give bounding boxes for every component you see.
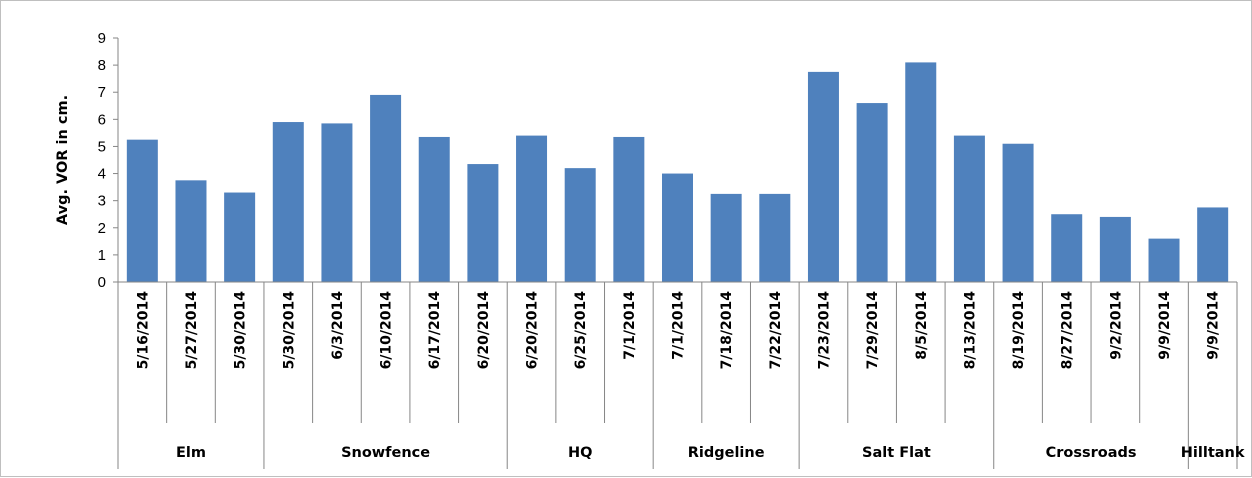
x-category-label: 7/23/2014 xyxy=(816,291,832,370)
bar xyxy=(953,135,985,282)
y-tick-label: 0 xyxy=(98,274,106,291)
x-category-label: 8/19/2014 xyxy=(1011,291,1027,370)
y-tick-label: 3 xyxy=(98,193,106,210)
x-category-label: 9/9/2014 xyxy=(1157,291,1173,360)
y-tick-label: 8 xyxy=(98,57,106,74)
x-category-label: 7/22/2014 xyxy=(768,291,784,370)
x-category-label: 8/27/2014 xyxy=(1060,291,1076,370)
bar xyxy=(662,173,693,282)
x-category-label: 9/2/2014 xyxy=(1108,291,1124,360)
bar xyxy=(516,135,548,282)
x-category-label: 5/30/2014 xyxy=(233,291,249,370)
y-tick-label: 5 xyxy=(98,138,106,155)
x-category-label: 6/20/2014 xyxy=(525,291,541,370)
bar xyxy=(1002,143,1034,282)
x-group-label: Snowfence xyxy=(341,445,430,461)
x-category-label: 6/3/2014 xyxy=(330,291,346,360)
x-category-label: 6/10/2014 xyxy=(379,291,395,370)
bar xyxy=(370,94,402,282)
bar xyxy=(613,136,645,282)
y-axis-title: Avg. VOR in cm. xyxy=(55,95,71,225)
x-category-label: 8/13/2014 xyxy=(962,291,978,370)
bar xyxy=(1197,207,1229,282)
bar xyxy=(710,193,742,282)
bar xyxy=(1051,214,1083,282)
bar xyxy=(856,103,888,282)
bar xyxy=(564,168,596,282)
bar xyxy=(905,62,937,283)
x-category-label: 7/29/2014 xyxy=(865,291,881,370)
bar xyxy=(272,122,304,283)
x-group-label: Hilltank xyxy=(1181,445,1245,461)
x-group-label: Elm xyxy=(176,445,206,461)
y-tick-label: 1 xyxy=(98,247,106,264)
x-category-label: 6/20/2014 xyxy=(476,291,492,370)
x-category-label: 5/16/2014 xyxy=(135,291,151,370)
x-group-label: Ridgeline xyxy=(688,445,765,461)
bar xyxy=(759,193,791,282)
bar xyxy=(224,192,256,282)
y-tick-label: 9 xyxy=(98,30,106,47)
y-tick-label: 6 xyxy=(98,111,106,128)
bar xyxy=(175,180,207,282)
bar xyxy=(321,123,353,283)
x-category-label: 5/27/2014 xyxy=(184,291,200,370)
x-group-label: Salt Flat xyxy=(862,445,931,461)
x-category-label: 7/1/2014 xyxy=(671,291,687,360)
x-category-label: 5/30/2014 xyxy=(281,291,297,370)
x-category-label: 6/25/2014 xyxy=(573,291,589,370)
bar xyxy=(418,136,450,282)
x-category-label: 6/17/2014 xyxy=(427,291,443,370)
bar xyxy=(807,71,839,282)
x-group-label: HQ xyxy=(568,445,592,461)
x-category-label: 7/1/2014 xyxy=(622,291,638,360)
y-tick-label: 4 xyxy=(98,166,106,183)
x-group-label: Crossroads xyxy=(1046,445,1137,461)
x-category-label: 8/5/2014 xyxy=(914,291,930,360)
bar xyxy=(1099,216,1131,282)
y-tick-label: 2 xyxy=(98,220,106,237)
y-tick-label: 7 xyxy=(98,84,106,101)
x-category-label: 7/18/2014 xyxy=(719,291,735,370)
bar xyxy=(1148,238,1180,282)
bar xyxy=(467,164,499,282)
bar xyxy=(126,139,158,282)
x-category-label: 9/9/2014 xyxy=(1206,291,1222,360)
